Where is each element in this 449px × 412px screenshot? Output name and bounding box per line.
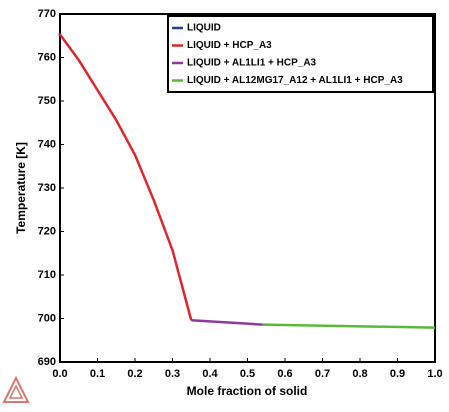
x-tick-label: 0.5: [240, 368, 255, 380]
y-tick-label: 710: [38, 269, 56, 281]
x-tick-label: 1.0: [427, 368, 442, 380]
x-tick-label: 0.7: [315, 368, 330, 380]
x-tick-label: 0.4: [202, 368, 218, 380]
line: [262, 323, 436, 329]
y-tick-label: 690: [38, 356, 56, 368]
y-tick-label: 700: [38, 312, 56, 324]
logo: [2, 375, 30, 403]
legend-label: LIQUID + AL1LI1 + HCP_A3: [187, 58, 317, 69]
logo-triangle: [2, 375, 30, 403]
logo-inner: [8, 384, 24, 399]
y-axis-title: Temperature [K]: [14, 142, 28, 234]
x-tick-label: 0.8: [352, 368, 367, 380]
y-tick-label: 760: [38, 51, 56, 63]
legend-box: [167, 15, 434, 93]
legend-label: LIQUID + HCP_A3: [187, 40, 272, 51]
y-tick-label: 770: [38, 8, 56, 20]
y-tick-label: 740: [38, 138, 56, 150]
x-tick-label: 0.0: [52, 368, 67, 380]
x-tick-label: 0.9: [390, 368, 405, 380]
y-tick-label: 720: [38, 225, 56, 237]
x-tick-label: 0.2: [127, 368, 142, 380]
line: [58, 33, 193, 321]
x-tick-label: 0.3: [165, 368, 180, 380]
legend-label: LIQUID: [187, 23, 221, 34]
line: [191, 318, 263, 326]
y-tick-label: 750: [38, 95, 56, 107]
legend-label: LIQUID + AL12MG17_A12 + AL1LI1 + HCP_A3: [187, 75, 403, 86]
y-tick-label: 730: [38, 182, 56, 194]
x-tick-label: 0.1: [90, 368, 105, 380]
x-tick-label: 0.6: [277, 368, 292, 380]
x-axis-title: Mole fraction of solid: [187, 384, 308, 398]
